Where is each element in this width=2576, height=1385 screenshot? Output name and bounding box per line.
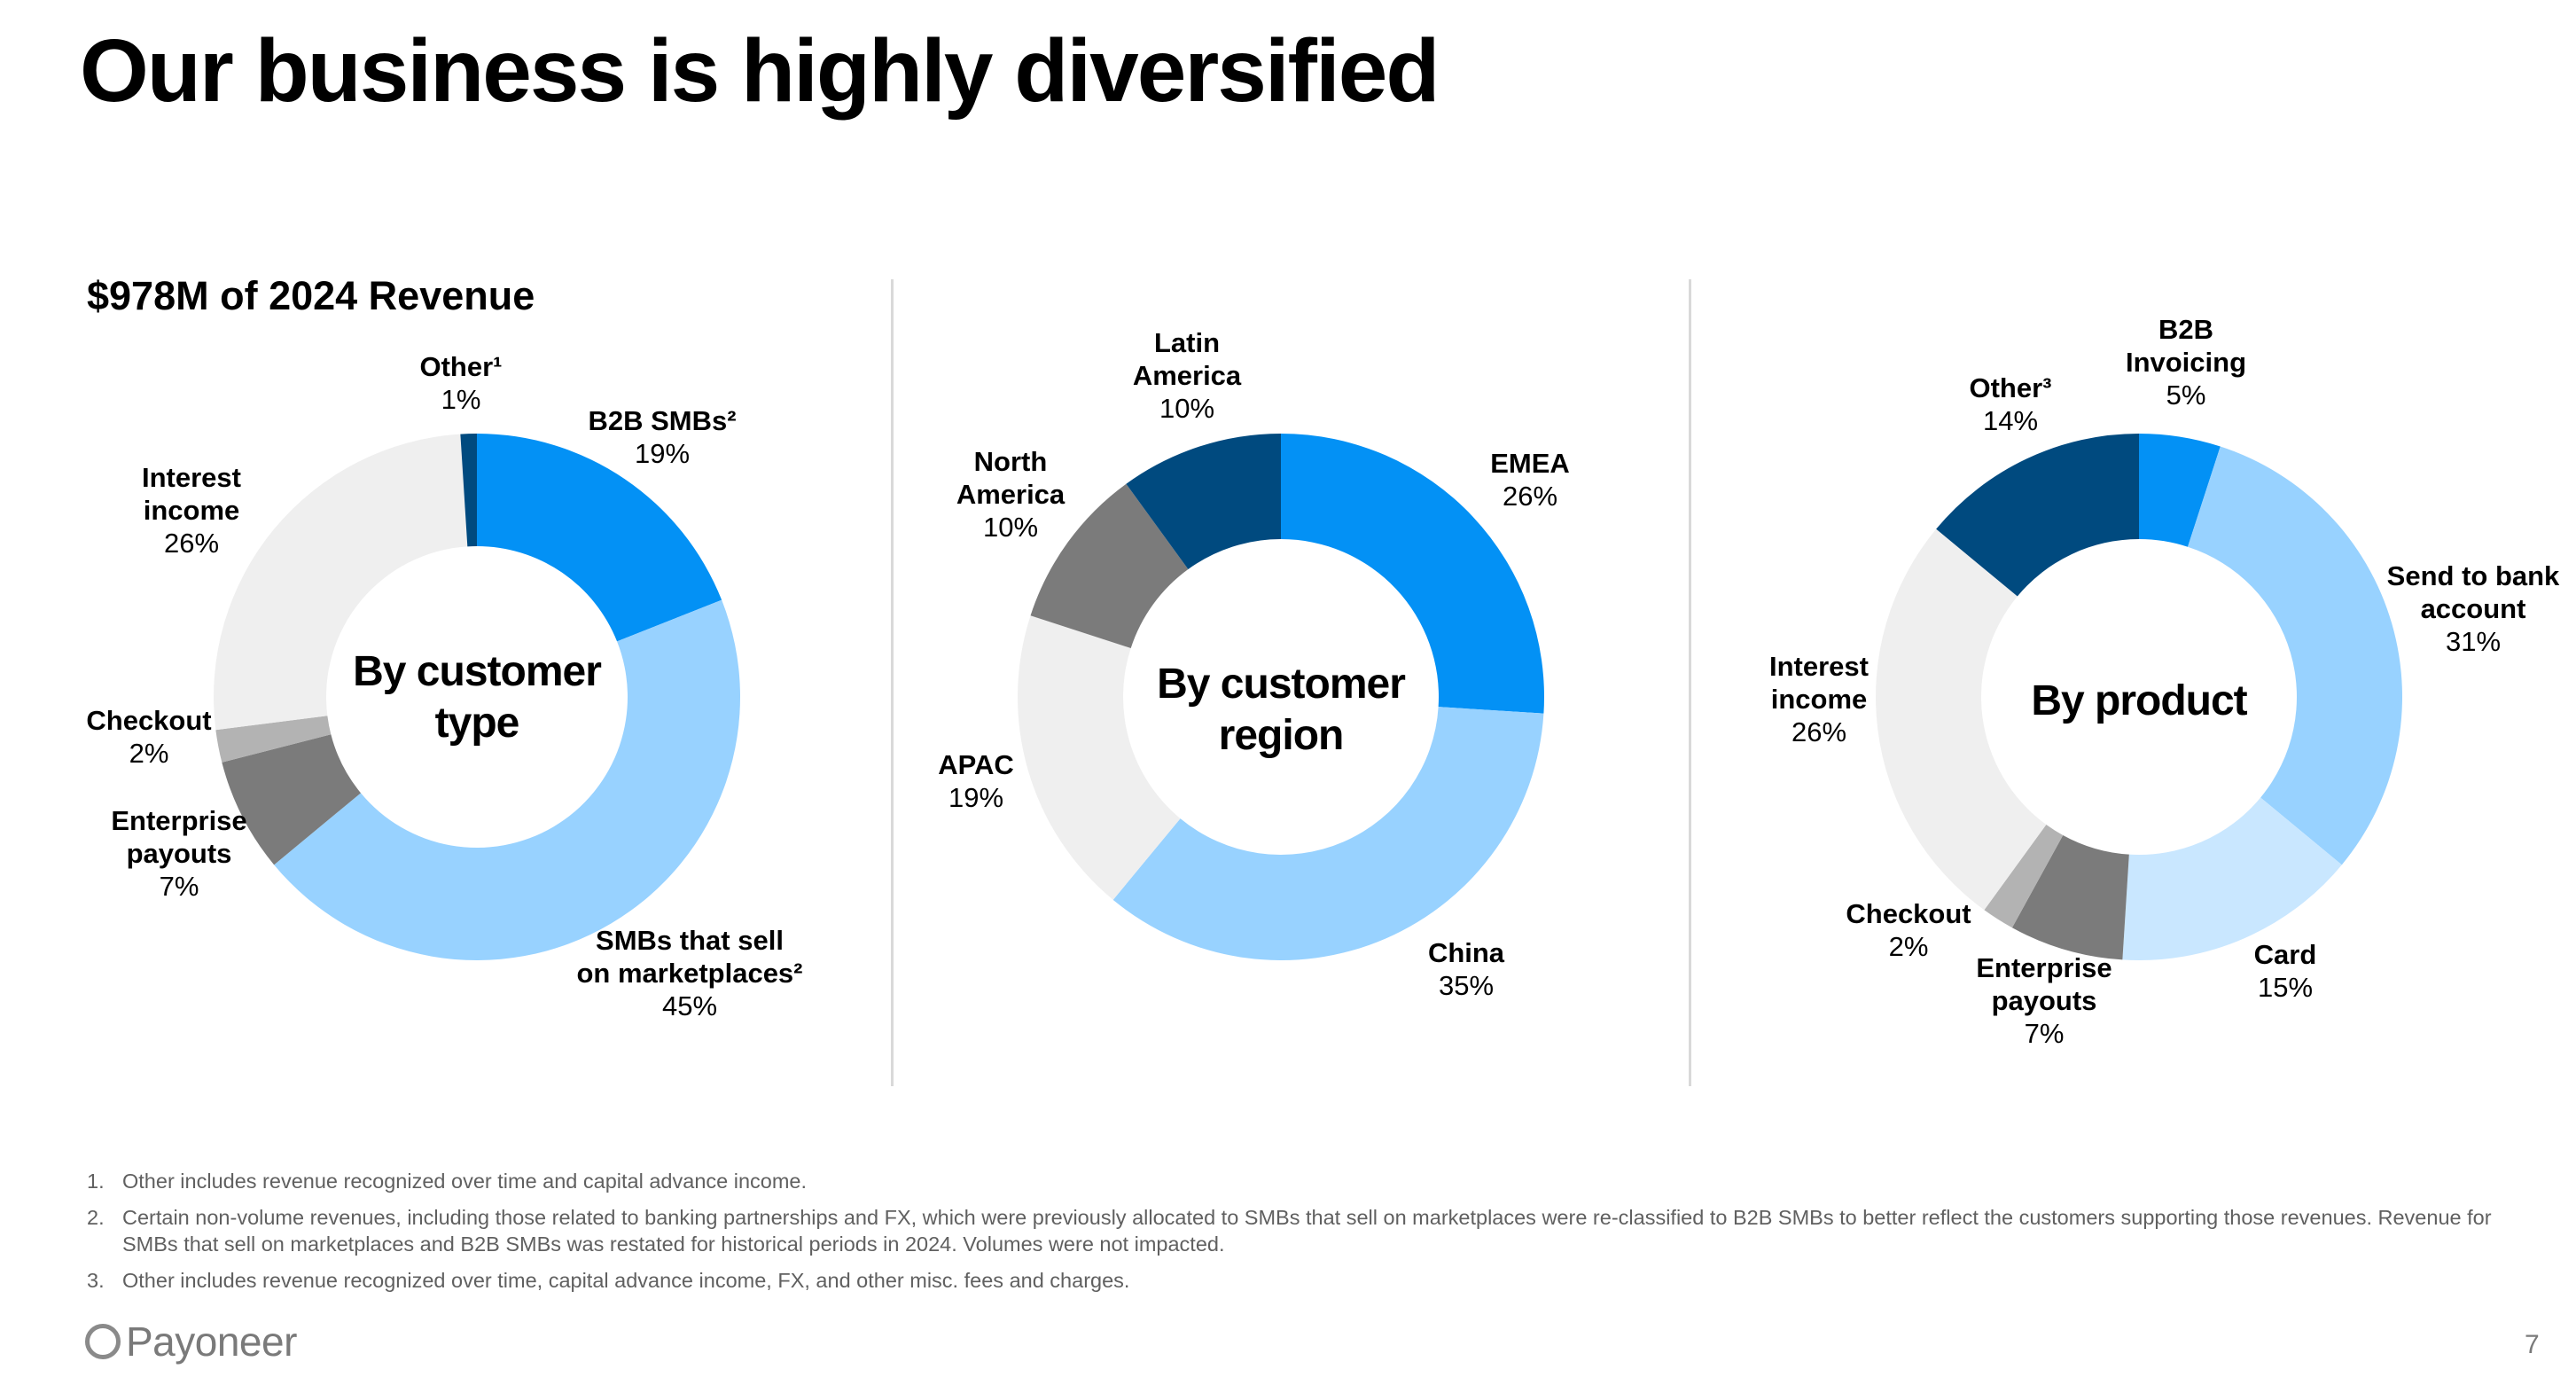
slice-value: 26%	[1791, 716, 1846, 747]
donut-slice-north-america	[1030, 483, 1189, 648]
slice-value: 7%	[160, 871, 199, 902]
donut-slice-apac	[1018, 615, 1181, 900]
footnote-text: Other includes revenue recognized over t…	[122, 1269, 1130, 1293]
donut-center-label: By product	[2031, 677, 2247, 724]
slice-label-smbs-that-sell-on-marketplaces: SMBs that sell on marketplaces² 45%	[577, 925, 803, 1021]
slice-value: 31%	[2446, 626, 2501, 657]
footnote-number: 1.	[87, 1170, 105, 1193]
slice-value: 5%	[2166, 380, 2206, 411]
page-title: Our business is highly diversified	[80, 21, 1440, 121]
footnote-text: Other includes revenue recognized over t…	[122, 1170, 808, 1193]
donut-slice-checkout	[215, 716, 332, 763]
slice-label-send-to-bank-account: Send to bank account 31%	[2387, 560, 2560, 657]
donut-chart-product: B2B Invoicing 5% Send to bank account 31% Card…	[1769, 314, 2560, 1049]
donut-center-label: By customer region	[1157, 661, 1405, 759]
slice-label-card: Card 15%	[2254, 939, 2317, 1003]
footnote: 2. Certain non-volume revenues, includin…	[87, 1205, 2551, 1257]
slice-value: 14%	[1983, 405, 2038, 436]
donut-chart-customer-type: B2B SMBs² 19% SMBs that sell on marketplace…	[86, 351, 802, 1021]
logo-ring-icon	[85, 1324, 121, 1359]
slice-value: 15%	[2258, 972, 2313, 1003]
donut-slice-enterprise-payouts	[222, 734, 362, 865]
logo-text: Payoneer	[126, 1318, 297, 1365]
slice-label-b2b-smbs: B2B SMBs² 19%	[588, 405, 736, 469]
donut-slice-interest-income	[1876, 528, 2047, 911]
slice-value: 26%	[1503, 481, 1557, 512]
payoneer-logo: Payoneer	[85, 1318, 297, 1365]
slice-label-emea: EMEA 26%	[1490, 448, 1570, 512]
donut-slice-smbs-that-sell-on-marketplaces	[274, 599, 740, 960]
slice-value: 1%	[441, 384, 481, 415]
donut-slice-china	[1112, 707, 1544, 960]
footnote: 3. Other includes revenue recognized ove…	[87, 1268, 2551, 1294]
footnote-number: 2.	[87, 1206, 105, 1230]
donut-slice-interest-income	[214, 434, 468, 731]
donut-slice-emea	[1281, 434, 1544, 714]
slice-label-other: Other³ 14%	[1970, 372, 2052, 436]
footnote-number: 3.	[87, 1269, 105, 1293]
page-number: 7	[2525, 1330, 2540, 1359]
slice-label-north-america: North America 10%	[956, 446, 1066, 543]
slice-value: 10%	[1159, 393, 1214, 424]
footnote: 1. Other includes revenue recognized ove…	[87, 1169, 2551, 1194]
slice-label-apac: APAC 19%	[938, 749, 1014, 813]
slice-label-enterprise-payouts: Enterprise payouts 7%	[1976, 952, 2112, 1049]
slice-value: 2%	[1889, 931, 1929, 962]
footnote-text: Certain non-volume revenues, including t…	[122, 1206, 2492, 1256]
revenue-subtitle: $978M of 2024 Revenue	[87, 273, 535, 318]
chart-divider	[1689, 279, 1691, 1086]
footnotes: 1. Other includes revenue recognized ove…	[87, 1169, 2551, 1305]
donut-slice-enterprise-payouts	[2011, 834, 2129, 960]
slice-value: 35%	[1439, 970, 1494, 1001]
donut-slice-send-to-bank-account	[2188, 446, 2402, 865]
slice-value: 7%	[2025, 1018, 2065, 1049]
donut-charts: B2B SMBs² 19% SMBs that sell on marketplace…	[86, 314, 2560, 1049]
slice-label-enterprise-payouts: Enterprise payouts 7%	[111, 805, 246, 902]
slice-label-other: Other¹ 1%	[420, 351, 503, 415]
slice-label-b2b-invoicing: B2B Invoicing 5%	[2126, 314, 2246, 411]
donut-slice-card	[2122, 797, 2342, 960]
slice-value: 19%	[948, 782, 1003, 813]
donut-slice-latin-america	[1126, 434, 1281, 569]
donut-slice-checkout	[1984, 825, 2064, 928]
slice-label-china: China 35%	[1428, 937, 1505, 1001]
slice-label-latin-america: Latin America 10%	[1133, 327, 1242, 424]
chart-divider	[891, 279, 894, 1086]
donut-slice-b2b-invoicing	[2139, 434, 2221, 547]
donut-slice-other	[1936, 434, 2139, 597]
slice-value: 26%	[164, 528, 219, 559]
slice-label-interest-income: Interest income 26%	[1769, 651, 1869, 747]
slice-label-checkout: Checkout 2%	[86, 705, 211, 769]
slice-value: 10%	[983, 512, 1038, 543]
donut-chart-customer-region: EMEA 26% China 35% APAC 19% North America 10% Lat…	[938, 327, 1570, 1001]
donut-center-label: By customer type	[353, 648, 601, 747]
donut-slice-other	[460, 434, 477, 547]
donut-slice-b2b-smbs	[477, 434, 722, 642]
slice-value: 2%	[129, 738, 169, 769]
slice-value: 19%	[635, 438, 690, 469]
slice-label-checkout: Checkout 2%	[1846, 898, 1971, 962]
slice-label-interest-income: Interest income 26%	[142, 462, 241, 559]
slice-value: 45%	[662, 990, 717, 1021]
